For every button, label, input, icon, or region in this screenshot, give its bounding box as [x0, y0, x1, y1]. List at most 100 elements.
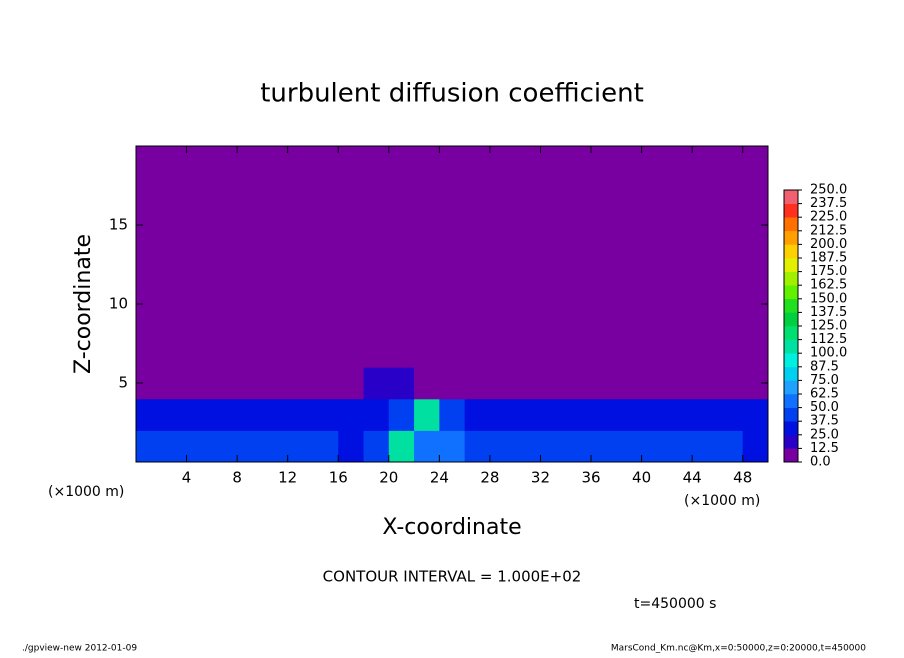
cell — [287, 240, 314, 273]
cell — [211, 240, 238, 273]
colorbar-label: 62.5 — [810, 387, 839, 402]
cell — [211, 177, 238, 210]
cell — [565, 304, 592, 337]
cell — [338, 430, 365, 463]
contour-note: CONTOUR INTERVAL = 1.000E+02 — [323, 568, 582, 586]
cell — [717, 367, 744, 400]
cell — [717, 209, 744, 242]
cell — [312, 209, 339, 242]
cell — [717, 177, 744, 210]
cell — [136, 272, 162, 305]
cell — [464, 304, 491, 337]
cell — [211, 367, 238, 400]
cell — [186, 240, 213, 273]
cell — [540, 335, 567, 368]
y-tick-label: 10 — [109, 295, 128, 313]
cell — [666, 304, 693, 337]
colorbar-label: 200.0 — [810, 237, 847, 252]
cell — [363, 209, 390, 242]
cell — [666, 335, 693, 368]
cell — [666, 177, 693, 210]
cell — [641, 367, 668, 400]
cell — [388, 272, 415, 305]
cell — [439, 430, 466, 463]
cell — [414, 146, 440, 179]
cell — [136, 146, 162, 179]
cell — [515, 367, 541, 400]
cell — [136, 335, 162, 368]
x-tick-label: 32 — [531, 469, 550, 487]
colorbar-label: 112.5 — [810, 332, 847, 347]
cell — [186, 304, 213, 337]
cell — [161, 304, 188, 337]
cell — [287, 304, 314, 337]
cell — [338, 335, 365, 368]
cell — [211, 335, 238, 368]
cell — [287, 272, 314, 305]
cell — [641, 240, 668, 273]
cell — [136, 304, 162, 337]
cell — [591, 209, 617, 242]
cell — [414, 367, 440, 400]
cell — [186, 335, 213, 368]
cell — [742, 146, 769, 179]
cell — [565, 335, 592, 368]
cell — [312, 240, 339, 273]
colorbar-label: 212.5 — [810, 223, 847, 238]
cell — [237, 398, 263, 431]
cell — [616, 240, 643, 273]
cell — [262, 240, 289, 273]
cell — [287, 209, 314, 242]
cell — [338, 240, 365, 273]
cell — [161, 272, 188, 305]
cell — [237, 272, 263, 305]
colorbar-band — [784, 203, 798, 218]
cell — [515, 177, 541, 210]
cell — [161, 240, 188, 273]
cell — [161, 335, 188, 368]
cell — [540, 430, 567, 463]
colorbar-label: 0.0 — [810, 455, 831, 470]
cell — [666, 367, 693, 400]
cell — [363, 272, 390, 305]
cell — [388, 398, 415, 431]
y-tick-label: 15 — [109, 216, 128, 234]
x-tick-label: 4 — [182, 469, 192, 487]
cell — [591, 398, 617, 431]
cell — [439, 177, 466, 210]
cell — [616, 209, 643, 242]
cell — [565, 398, 592, 431]
cell — [515, 272, 541, 305]
x-tick-label: 20 — [379, 469, 398, 487]
cell — [161, 209, 188, 242]
cell — [186, 209, 213, 242]
cell — [338, 367, 365, 400]
cell — [742, 430, 769, 463]
cell — [211, 304, 238, 337]
cell — [186, 177, 213, 210]
cell — [464, 398, 491, 431]
colorbar-label: 175.0 — [810, 264, 847, 279]
cell — [287, 177, 314, 210]
cell — [464, 146, 491, 179]
cell — [439, 367, 466, 400]
cell — [515, 335, 541, 368]
cell — [414, 209, 440, 242]
cell — [616, 304, 643, 337]
field — [136, 146, 769, 463]
cell — [464, 177, 491, 210]
cell — [565, 146, 592, 179]
colorbar-band — [784, 353, 798, 368]
cell — [262, 335, 289, 368]
colorbar-band — [784, 380, 798, 395]
cell — [540, 240, 567, 273]
colorbar-label: 250.0 — [810, 183, 847, 198]
cell — [641, 335, 668, 368]
cell — [591, 240, 617, 273]
cell — [464, 240, 491, 273]
cell — [742, 177, 769, 210]
cell — [591, 430, 617, 463]
colorbar-band — [784, 339, 798, 354]
